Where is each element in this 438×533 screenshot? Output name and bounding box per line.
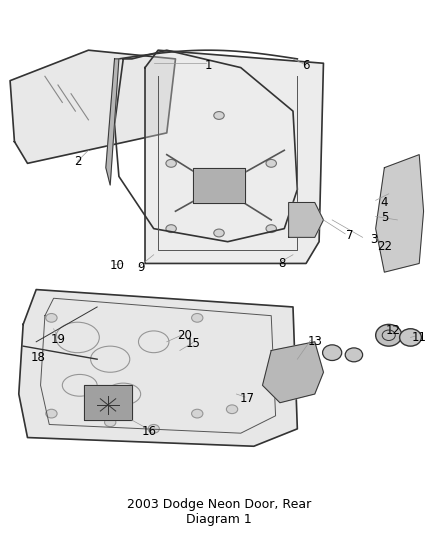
Ellipse shape [214, 111, 224, 119]
Ellipse shape [376, 325, 402, 346]
Polygon shape [193, 168, 245, 203]
Polygon shape [19, 289, 297, 446]
Text: 19: 19 [50, 333, 65, 346]
Text: 2: 2 [74, 155, 81, 168]
Ellipse shape [392, 225, 407, 237]
Text: 7: 7 [346, 229, 353, 241]
Text: 22: 22 [377, 239, 392, 253]
Text: 1: 1 [205, 59, 212, 72]
Ellipse shape [226, 405, 238, 414]
Polygon shape [376, 155, 424, 272]
Text: 16: 16 [142, 424, 157, 438]
Text: 3: 3 [370, 233, 377, 246]
Ellipse shape [191, 313, 203, 322]
Polygon shape [10, 50, 176, 163]
Text: 5: 5 [381, 211, 388, 224]
Ellipse shape [392, 192, 407, 204]
Text: 20: 20 [177, 329, 191, 342]
Text: 18: 18 [31, 351, 46, 364]
Text: 6: 6 [302, 59, 310, 72]
Polygon shape [289, 203, 323, 237]
Ellipse shape [148, 424, 159, 433]
Polygon shape [262, 342, 323, 403]
Text: 17: 17 [240, 392, 255, 405]
Ellipse shape [399, 329, 421, 346]
Polygon shape [106, 59, 119, 185]
Text: 8: 8 [279, 257, 286, 270]
Text: 13: 13 [307, 335, 322, 348]
Ellipse shape [345, 348, 363, 362]
Text: 2003 Dodge Neon Door, Rear
Diagram 1: 2003 Dodge Neon Door, Rear Diagram 1 [127, 498, 311, 527]
Text: 4: 4 [381, 196, 388, 209]
Ellipse shape [105, 418, 116, 426]
Text: 9: 9 [137, 261, 145, 274]
Ellipse shape [266, 225, 276, 232]
Ellipse shape [191, 409, 203, 418]
Ellipse shape [166, 225, 177, 232]
Ellipse shape [266, 159, 276, 167]
Text: 10: 10 [110, 259, 124, 272]
Text: 12: 12 [385, 325, 401, 337]
Ellipse shape [322, 345, 342, 360]
Ellipse shape [214, 229, 224, 237]
Polygon shape [84, 385, 132, 420]
Polygon shape [145, 50, 323, 263]
Text: 11: 11 [412, 331, 427, 344]
Text: 15: 15 [185, 337, 200, 351]
Ellipse shape [166, 159, 177, 167]
Ellipse shape [46, 313, 57, 322]
Ellipse shape [392, 249, 407, 261]
Ellipse shape [46, 409, 57, 418]
